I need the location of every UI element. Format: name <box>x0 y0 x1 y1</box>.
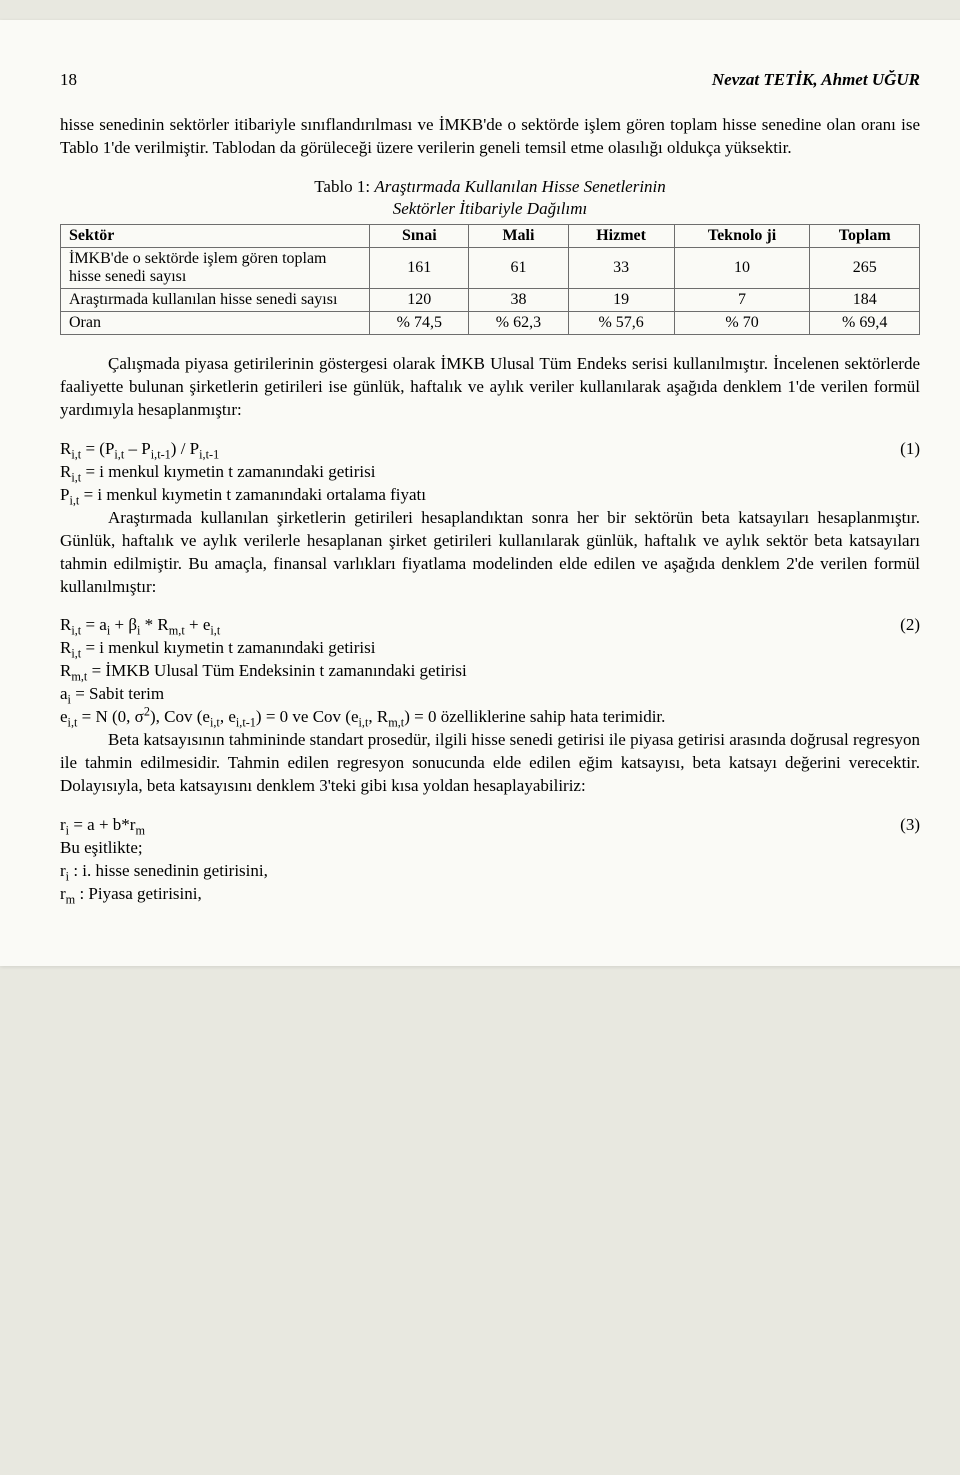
row-label: Araştırmada kullanılan hisse senedi sayı… <box>61 289 370 312</box>
table-row: Araştırmada kullanılan hisse senedi sayı… <box>61 289 920 312</box>
paragraph-1: hisse senedinin sektörler itibariyle sın… <box>60 114 920 160</box>
eq2-explain-3: ai = Sabit terim <box>60 683 920 706</box>
table-row: İMKB'de o sektörde işlem gören toplam hi… <box>61 248 920 289</box>
page-header: 18 Nevzat TETİK, Ahmet UĞUR <box>60 70 920 90</box>
cell: 33 <box>568 248 674 289</box>
paragraph-2-text: Çalışmada piyasa getirilerinin gösterges… <box>60 354 920 419</box>
eq3-text: ri = a + b*rm <box>60 814 880 837</box>
cell: 10 <box>674 248 810 289</box>
col-teknoloji: Teknolo ji <box>674 225 810 248</box>
caption-line2: Sektörler İtibariyle Dağılımı <box>393 199 588 218</box>
cell: % 62,3 <box>469 312 568 335</box>
col-sinai: Sınai <box>370 225 469 248</box>
caption-line1: Araştırmada Kullanılan Hisse Senetlerini… <box>374 177 665 196</box>
eq1-explain-2: Pi,t = i menkul kıymetin t zamanındaki o… <box>60 484 920 507</box>
paragraph-3: Araştırmada kullanılan şirketlerin getir… <box>60 507 920 599</box>
equation-2: Ri,t = ai + βi * Rm,t + ei,t (2) <box>60 614 920 637</box>
col-mali: Mali <box>469 225 568 248</box>
cell: 184 <box>810 289 920 312</box>
col-hizmet: Hizmet <box>568 225 674 248</box>
eq2-explain-1: Ri,t = i menkul kıymetin t zamanındaki g… <box>60 637 920 660</box>
page-number: 18 <box>60 70 77 90</box>
eq2-explain-4: ei,t = N (0, σ2), Cov (ei,t, ei,t-1) = 0… <box>60 706 920 729</box>
paragraph-4-text: Beta katsayısının tahmininde standart pr… <box>60 730 920 795</box>
paragraph-2: Çalışmada piyasa getirilerinin gösterges… <box>60 353 920 422</box>
table-row: Oran % 74,5 % 62,3 % 57,6 % 70 % 69,4 <box>61 312 920 335</box>
eq1-text: Ri,t = (Pi,t – Pi,t-1) / Pi,t-1 <box>60 438 880 461</box>
cell: 19 <box>568 289 674 312</box>
eq3-num: (3) <box>880 814 920 837</box>
col-toplam: Toplam <box>810 225 920 248</box>
row-label: İMKB'de o sektörde işlem gören toplam hi… <box>61 248 370 289</box>
page-container: 18 Nevzat TETİK, Ahmet UĞUR hisse senedi… <box>0 20 960 966</box>
eq3-explain-1: ri : i. hisse senedinin getirisini, <box>60 860 920 883</box>
equation-3: ri = a + b*rm (3) <box>60 814 920 837</box>
table-header-row: Sektör Sınai Mali Hizmet Teknolo ji Topl… <box>61 225 920 248</box>
eq1-explain-1: Ri,t = i menkul kıymetin t zamanındaki g… <box>60 461 920 484</box>
cell: 161 <box>370 248 469 289</box>
eq2-explain-2: Rm,t = İMKB Ulusal Tüm Endeksinin t zama… <box>60 660 920 683</box>
authors: Nevzat TETİK, Ahmet UĞUR <box>712 70 920 90</box>
data-table: Sektör Sınai Mali Hizmet Teknolo ji Topl… <box>60 224 920 335</box>
eq3-explain-2: rm : Piyasa getirisini, <box>60 883 920 906</box>
eq2-text: Ri,t = ai + βi * Rm,t + ei,t <box>60 614 880 637</box>
cell: % 57,6 <box>568 312 674 335</box>
cell: 120 <box>370 289 469 312</box>
col-sector: Sektör <box>61 225 370 248</box>
eq3-explain-0: Bu eşitlikte; <box>60 837 920 860</box>
eq1-num: (1) <box>880 438 920 461</box>
cell: % 70 <box>674 312 810 335</box>
paragraph-3-text: Araştırmada kullanılan şirketlerin getir… <box>60 508 920 596</box>
paragraph-4: Beta katsayısının tahmininde standart pr… <box>60 729 920 798</box>
table-caption: Tablo 1: Araştırmada Kullanılan Hisse Se… <box>60 176 920 220</box>
cell: % 74,5 <box>370 312 469 335</box>
row-label: Oran <box>61 312 370 335</box>
cell: 265 <box>810 248 920 289</box>
caption-prefix: Tablo 1: <box>314 177 374 196</box>
cell: 61 <box>469 248 568 289</box>
equation-1: Ri,t = (Pi,t – Pi,t-1) / Pi,t-1 (1) <box>60 438 920 461</box>
cell: 7 <box>674 289 810 312</box>
cell: 38 <box>469 289 568 312</box>
cell: % 69,4 <box>810 312 920 335</box>
eq2-num: (2) <box>880 614 920 637</box>
